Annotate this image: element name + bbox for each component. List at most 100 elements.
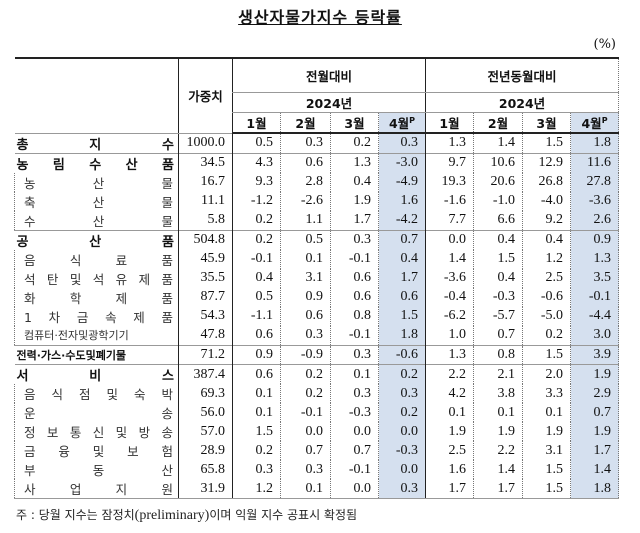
yoy-cell: 0.4: [473, 229, 524, 250]
mom-cell: 0.1: [232, 403, 281, 423]
mom-cell: 1.8: [377, 325, 427, 346]
weight-header: 가중치: [178, 57, 233, 134]
row-label: 컴퓨터·전자및광학기기: [14, 325, 179, 346]
weight-cell: 5.8: [178, 210, 233, 231]
yoy-cell: 0.8: [473, 344, 524, 365]
yoy-cell: 12.9: [522, 152, 572, 173]
table-row: 정 보 통 신 및 방 송 57.0 1.5 0.0 0.0 0.0 1.9 1.9 1.9 1.…: [14, 422, 620, 442]
weight-cell: 1000.0: [178, 133, 233, 154]
mom-cell: 0.7: [330, 441, 379, 461]
mom-cell: 1.7: [377, 268, 427, 288]
mom-cell: 0.6: [232, 325, 281, 346]
mom-cell: 0.1: [280, 479, 331, 500]
mom-cell: 0.5: [280, 229, 331, 250]
yoy-cell: 0.1: [522, 403, 572, 423]
table-row: 전력·가스·수도및폐기물 71.2 0.9 -0.9 0.3 -0.6 1.3 0.8 1.5 3…: [14, 344, 620, 365]
month-label: 1월: [439, 116, 460, 131]
weight-cell: 87.7: [178, 287, 233, 307]
yoy-cell: -5.7: [473, 306, 524, 326]
mom-year-header: 2024년: [231, 92, 427, 113]
mom-cell: 4.3: [232, 152, 281, 173]
yoy-cell: 3.3: [522, 384, 572, 404]
footnote-suffix: 이며 익월 지수 공표시 확정됨: [209, 508, 358, 522]
yoy-cell: 1.7: [425, 479, 475, 500]
yoy-cell: 0.9: [570, 229, 620, 250]
yoy-cell: 2.5: [522, 268, 572, 288]
yoy-cell: 0.7: [570, 403, 620, 423]
month-label: 2월: [295, 116, 316, 131]
row-label: 화 학 제 품: [14, 287, 179, 307]
yoy-cell: 1.9: [473, 422, 524, 442]
table-row: 사 업 지 원 31.9 1.2 0.1 0.0 0.3 1.7 1.7 1.5 1.8: [14, 479, 620, 500]
yoy-cell: 2.1: [473, 364, 524, 385]
yoy-cell: 1.3: [425, 344, 475, 365]
mom-cell: -0.1: [330, 249, 379, 269]
mom-cell: 0.3: [232, 460, 281, 480]
yoy-cell: 20.6: [473, 172, 524, 192]
row-label: 농 림 수 산 품: [14, 152, 179, 173]
yoy-cell: -6.2: [425, 306, 475, 326]
mom-cell: 0.6: [330, 287, 379, 307]
row-label: 수 산 물: [14, 210, 179, 231]
yoy-cell: -4.4: [570, 306, 620, 326]
weight-cell: 54.3: [178, 306, 233, 326]
mom-cell: 0.2: [232, 210, 281, 231]
yoy-cell: 1.3: [570, 249, 620, 269]
mom-cell: 1.1: [280, 210, 331, 231]
table-row: 부 동 산 65.8 0.3 0.3 -0.1 0.0 1.6 1.4 1.5 1.4: [14, 460, 620, 480]
mom-cell: 0.3: [280, 325, 331, 346]
table-row: 수 산 물 5.8 0.2 1.1 1.7 -4.2 7.7 6.6 9.2 2.6: [14, 210, 620, 231]
table-row: 공 산 품 504.8 0.2 0.5 0.3 0.7 0.0 0.4 0.4 0.9: [14, 229, 620, 250]
weight-cell: 47.8: [178, 325, 233, 346]
mom-cell: 1.3: [330, 152, 379, 173]
row-label: 총 지 수: [14, 133, 179, 154]
table-row: 총 지 수 1000.0 0.5 0.3 0.2 0.3 1.3 1.4 1.5 1.8: [14, 133, 620, 154]
ppi-change-table: 가중치 전월대비 전년동월대비 2024년 2024년 1월 2월 3월 4월P 1월 2…: [14, 57, 620, 500]
table-row: 금 융 및 보 험 28.9 0.2 0.7 0.7 -0.3 2.5 2.2 3.1 1.7: [14, 441, 620, 461]
mom-cell: -0.3: [330, 403, 379, 423]
preliminary-mark: P: [601, 115, 608, 125]
mom-cell: 0.4: [377, 249, 427, 269]
yoy-cell: 0.2: [522, 325, 572, 346]
yoy-cell: -3.6: [425, 268, 475, 288]
row-label: 음 식 료 품: [14, 249, 179, 269]
month-label: 3월: [536, 116, 557, 131]
yoy-cell: 9.2: [522, 210, 572, 231]
yoy-cell: 1.4: [425, 249, 475, 269]
mom-cell: 0.3: [377, 133, 427, 154]
mom-cell: 0.3: [330, 229, 379, 250]
mom-cell: 0.0: [377, 422, 427, 442]
weight-cell: 69.3: [178, 384, 233, 404]
yoy-cell: 10.6: [473, 152, 524, 173]
row-label: 음 식 점 및 숙 박: [14, 384, 179, 404]
yoy-cell: 3.0: [570, 325, 620, 346]
weight-cell: 28.9: [178, 441, 233, 461]
table-row: 농 산 물 16.7 9.3 2.8 0.4 -4.9 19.3 20.6 26.8 27.8: [14, 172, 620, 192]
month-label: 3월: [344, 116, 365, 131]
mom-cell: 0.2: [232, 441, 281, 461]
weight-cell: 35.5: [178, 268, 233, 288]
mom-cell: -2.6: [280, 191, 331, 211]
mom-cell: 0.7: [280, 441, 331, 461]
yoy-cell: -5.0: [522, 306, 572, 326]
mom-cell: -0.1: [280, 403, 331, 423]
mom-cell: -4.9: [377, 172, 427, 192]
table-row: 석 탄 및 석 유 제 품 35.5 0.4 3.1 0.6 1.7 -3.6 0.4 2.5 3…: [14, 268, 620, 288]
mom-cell: 1.6: [377, 191, 427, 211]
table-row: 화 학 제 품 87.7 0.5 0.9 0.6 0.6 -0.4 -0.3 -0.6 -0.1: [14, 287, 620, 307]
row-label: 운 송: [14, 403, 179, 423]
mom-cell: 0.2: [330, 133, 379, 154]
mom-cell: 3.1: [280, 268, 331, 288]
mom-cell: 0.1: [330, 364, 379, 385]
month-label: 4월: [388, 116, 410, 131]
footnote-latin: (preliminary): [134, 508, 210, 523]
yoy-cell: 3.9: [570, 344, 620, 365]
mom-cell: 9.3: [232, 172, 281, 192]
row-label: 1 차 금 속 제 품: [14, 306, 179, 326]
yoy-cell: 27.8: [570, 172, 620, 192]
weight-cell: 71.2: [178, 344, 233, 365]
row-header-blank: [14, 57, 179, 134]
yoy-cell: 0.0: [425, 229, 475, 250]
yoy-cell: 1.7: [473, 479, 524, 500]
weight-cell: 56.0: [178, 403, 233, 423]
